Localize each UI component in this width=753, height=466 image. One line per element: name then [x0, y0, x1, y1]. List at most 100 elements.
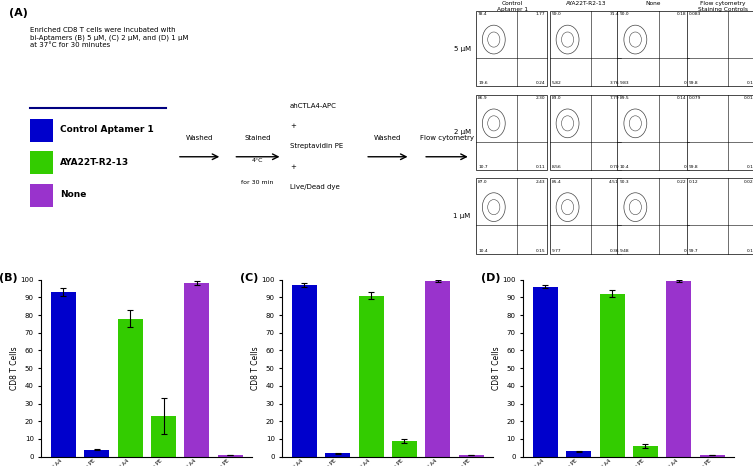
Text: None: None [646, 1, 661, 7]
Text: 0: 0 [684, 249, 687, 253]
Text: Control Aptamer 1: Control Aptamer 1 [60, 125, 154, 134]
Bar [184, 283, 209, 457]
Bar [292, 285, 317, 457]
Bar [687, 11, 753, 87]
Text: 87.0: 87.0 [478, 180, 488, 184]
Text: 99.8: 99.8 [689, 165, 699, 169]
Bar [550, 178, 621, 254]
Bar [117, 319, 142, 457]
Text: 99.8: 99.8 [689, 81, 699, 85]
Bar [325, 453, 350, 457]
Bar [358, 295, 383, 457]
Bar [392, 441, 417, 457]
Text: 0.11: 0.11 [535, 165, 545, 169]
Text: 9.77: 9.77 [552, 249, 562, 253]
Text: +: + [290, 123, 296, 129]
Text: Flow cytometry: Flow cytometry [419, 135, 474, 141]
Text: (A): (A) [9, 8, 28, 18]
Text: Enriched CD8 T cells were incubated with
bi-Aptamers (B) 5 μM, (C) 2 μM, and (D): Enriched CD8 T cells were incubated with… [30, 27, 188, 48]
Bar [476, 11, 547, 87]
Text: 0: 0 [684, 81, 687, 85]
Bar [425, 281, 450, 457]
Text: AYA22T-R2-13: AYA22T-R2-13 [60, 158, 130, 167]
Text: 99.7: 99.7 [689, 249, 699, 253]
Text: 86.9: 86.9 [478, 96, 488, 100]
Text: (D): (D) [481, 273, 501, 282]
Bar [617, 11, 689, 87]
Bar [151, 416, 176, 457]
Bar [687, 95, 753, 170]
Text: 5 μM: 5 μM [453, 46, 471, 52]
Text: Control
Aptamer 1: Control Aptamer 1 [496, 1, 528, 12]
Y-axis label: CD8 T Cells: CD8 T Cells [10, 346, 19, 390]
Text: 0.079: 0.079 [689, 96, 701, 100]
Text: 90.0: 90.0 [620, 12, 630, 16]
Bar [566, 452, 591, 457]
Text: Washed: Washed [374, 135, 401, 141]
Text: 0.18: 0.18 [677, 12, 687, 16]
Text: 0.24: 0.24 [535, 81, 545, 85]
Text: 2.30: 2.30 [535, 96, 545, 100]
Text: ahCTLA4-APC: ahCTLA4-APC [290, 103, 337, 109]
Text: 85.4: 85.4 [552, 180, 562, 184]
Text: 0.12: 0.12 [689, 180, 699, 184]
Text: 1 μM: 1 μM [453, 213, 471, 219]
Bar [550, 11, 621, 87]
Text: 0.14: 0.14 [677, 96, 687, 100]
Text: 7.79: 7.79 [609, 96, 619, 100]
Text: 0.083: 0.083 [689, 12, 701, 16]
Bar [459, 455, 483, 457]
Text: 0.15: 0.15 [535, 249, 545, 253]
Text: 0.018: 0.018 [744, 96, 753, 100]
Text: +: + [290, 164, 296, 170]
Text: Flow cytometry
Staining Controls: Flow cytometry Staining Controls [698, 1, 748, 12]
Bar [617, 178, 689, 254]
Text: 2.43: 2.43 [535, 180, 545, 184]
Bar [687, 178, 753, 254]
Text: 0.36: 0.36 [609, 249, 619, 253]
Text: AYA22T-R2-13: AYA22T-R2-13 [566, 1, 606, 7]
Text: 1.77: 1.77 [535, 12, 545, 16]
Bar [30, 119, 53, 142]
Text: Streptavidin PE: Streptavidin PE [290, 143, 343, 149]
Text: for 30 min: for 30 min [242, 180, 273, 185]
Text: 78.4: 78.4 [478, 12, 488, 16]
Text: 0.15: 0.15 [746, 165, 753, 169]
Text: 9.83: 9.83 [620, 81, 630, 85]
Text: 0.023: 0.023 [744, 180, 753, 184]
Text: 10.4: 10.4 [620, 165, 630, 169]
Text: (C): (C) [240, 273, 258, 282]
Y-axis label: CD8 T Cells: CD8 T Cells [492, 346, 501, 390]
Bar [666, 281, 691, 457]
Text: 89.5: 89.5 [620, 96, 630, 100]
Bar [700, 455, 724, 457]
Text: 2 μM: 2 μM [453, 130, 471, 136]
Text: 10.4: 10.4 [478, 249, 488, 253]
Text: 0.12: 0.12 [746, 81, 753, 85]
Bar [84, 450, 109, 457]
Text: (B): (B) [0, 273, 18, 282]
Text: Stained: Stained [244, 135, 271, 141]
Text: 5.82: 5.82 [552, 81, 562, 85]
Text: Live/Dead dye: Live/Dead dye [290, 184, 340, 190]
Text: None: None [60, 190, 87, 199]
Y-axis label: CD8 T Cells: CD8 T Cells [251, 346, 260, 390]
Text: 0: 0 [684, 165, 687, 169]
Text: 19.6: 19.6 [478, 81, 488, 85]
Text: 10.7: 10.7 [478, 165, 488, 169]
Bar [599, 294, 624, 457]
Bar [30, 151, 53, 174]
Bar [550, 95, 621, 170]
Text: 4°C: 4°C [252, 158, 264, 163]
Bar [476, 95, 547, 170]
Text: 4.51: 4.51 [609, 180, 619, 184]
Text: Washed: Washed [186, 135, 213, 141]
Bar [533, 287, 558, 457]
Bar [218, 455, 242, 457]
Text: 0.12: 0.12 [746, 249, 753, 253]
Bar [633, 446, 658, 457]
Text: 9.48: 9.48 [620, 249, 630, 253]
Text: 83.0: 83.0 [552, 96, 562, 100]
Text: 0.22: 0.22 [677, 180, 687, 184]
Text: 90.3: 90.3 [620, 180, 630, 184]
